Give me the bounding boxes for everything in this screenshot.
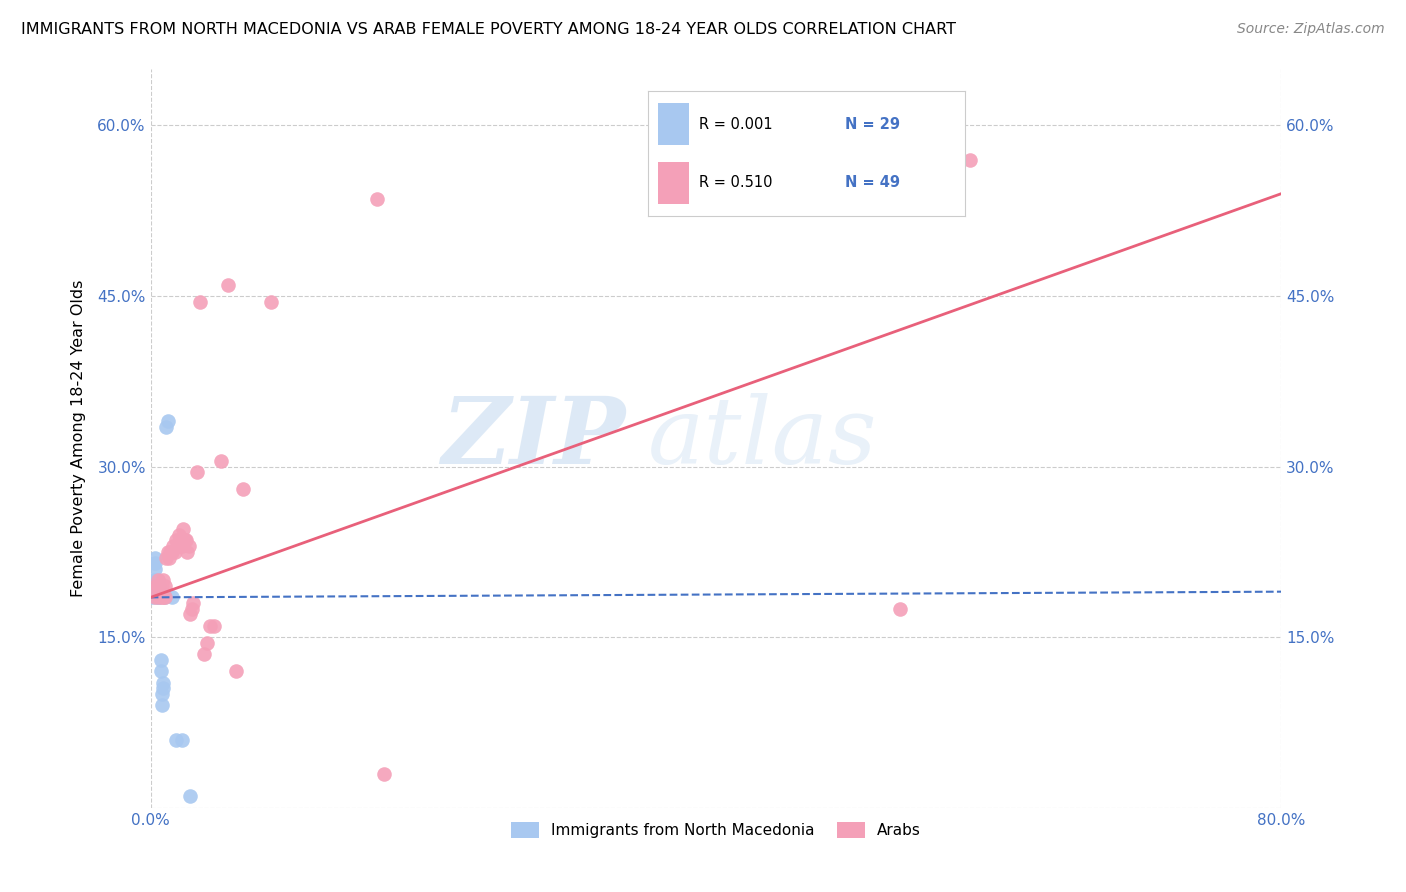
Point <box>152 591 174 605</box>
Point <box>165 533 187 548</box>
Point <box>152 675 174 690</box>
Point <box>160 545 183 559</box>
Point <box>148 591 170 605</box>
Point <box>180 601 202 615</box>
Point <box>149 653 172 667</box>
Point <box>172 522 194 536</box>
Point <box>149 665 172 679</box>
Point <box>179 607 201 622</box>
Point <box>148 584 170 599</box>
Point <box>157 550 180 565</box>
Point <box>166 539 188 553</box>
Point <box>165 732 187 747</box>
Point <box>162 539 184 553</box>
Point <box>195 636 218 650</box>
Point <box>181 596 204 610</box>
Point <box>225 665 247 679</box>
Text: atlas: atlas <box>648 393 877 483</box>
Point <box>366 192 388 206</box>
Point <box>177 539 200 553</box>
Point <box>217 277 239 292</box>
Text: Source: ZipAtlas.com: Source: ZipAtlas.com <box>1237 22 1385 37</box>
Point <box>146 574 169 588</box>
Point <box>152 681 174 696</box>
Text: IMMIGRANTS FROM NORTH MACEDONIA VS ARAB FEMALE POVERTY AMONG 18-24 YEAR OLDS COR: IMMIGRANTS FROM NORTH MACEDONIA VS ARAB … <box>21 22 956 37</box>
Point <box>209 454 232 468</box>
Point <box>148 591 170 605</box>
Point <box>156 414 179 428</box>
Legend: Immigrants from North Macedonia, Arabs: Immigrants from North Macedonia, Arabs <box>505 816 927 845</box>
Point <box>155 550 177 565</box>
Point <box>148 579 170 593</box>
Point <box>156 545 179 559</box>
Point <box>176 545 198 559</box>
Point <box>146 579 169 593</box>
Point <box>163 545 186 559</box>
Point <box>153 579 176 593</box>
Point <box>159 545 181 559</box>
Point <box>150 698 173 713</box>
Point <box>173 533 195 548</box>
Point <box>202 619 225 633</box>
Point <box>169 533 191 548</box>
Point <box>146 579 169 593</box>
Point <box>198 619 221 633</box>
Point <box>143 591 166 605</box>
Point <box>373 766 395 780</box>
Point <box>170 732 193 747</box>
Point <box>167 528 190 542</box>
Point <box>146 591 169 605</box>
Point <box>145 579 167 593</box>
Point <box>141 591 163 605</box>
Point <box>143 556 166 570</box>
Point <box>160 591 183 605</box>
Point <box>188 294 211 309</box>
Point <box>145 574 167 588</box>
Point <box>186 465 208 479</box>
Point <box>260 294 283 309</box>
Point <box>148 579 170 593</box>
Point <box>193 647 215 661</box>
Point <box>179 789 201 804</box>
Point <box>149 579 172 593</box>
Point <box>152 574 174 588</box>
Point <box>143 550 166 565</box>
Point <box>149 584 172 599</box>
Point <box>232 483 254 497</box>
Point <box>153 591 176 605</box>
Point <box>150 579 173 593</box>
Point <box>146 584 169 599</box>
Point <box>150 591 173 605</box>
Point <box>174 533 197 548</box>
Text: ZIP: ZIP <box>441 393 626 483</box>
Point <box>150 687 173 701</box>
Point <box>153 591 176 605</box>
Point <box>959 153 981 167</box>
Point <box>142 574 165 588</box>
Point <box>143 562 166 576</box>
Point <box>170 539 193 553</box>
Point <box>146 574 169 588</box>
Point <box>142 584 165 599</box>
Y-axis label: Female Poverty Among 18-24 Year Olds: Female Poverty Among 18-24 Year Olds <box>72 279 86 597</box>
Point <box>155 419 177 434</box>
Point <box>145 579 167 593</box>
Point <box>145 591 167 605</box>
Point <box>889 601 911 615</box>
